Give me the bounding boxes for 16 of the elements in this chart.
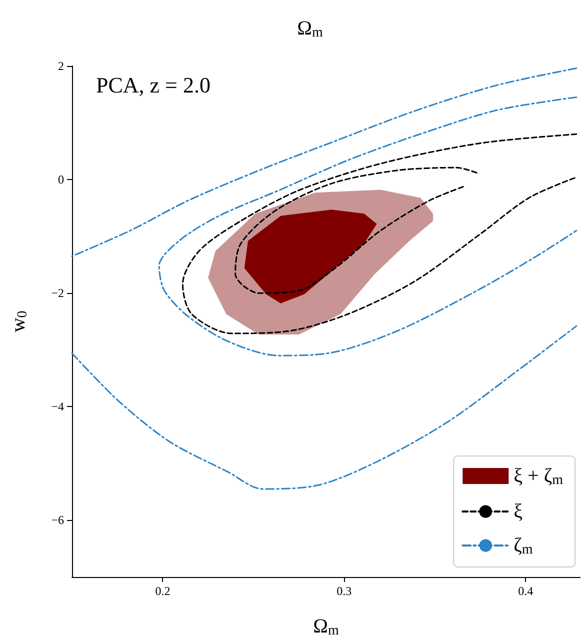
x-tick-label: 0.4 bbox=[518, 584, 534, 598]
x-tick-label: 0.3 bbox=[336, 584, 352, 598]
annotation: PCA, z = 2.0 bbox=[96, 72, 210, 98]
x-tick-label: 0.2 bbox=[155, 584, 170, 598]
line-series bbox=[71, 325, 578, 490]
y-tick-label: 0 bbox=[58, 172, 64, 187]
y-tick-label: −6 bbox=[51, 513, 64, 528]
y-tick-label: 2 bbox=[58, 59, 64, 73]
line-series bbox=[234, 166, 478, 294]
y-axis-title: w0 bbox=[8, 310, 30, 332]
line-series bbox=[182, 133, 578, 334]
legend-label: ξ bbox=[514, 500, 523, 522]
y-tick-label: −2 bbox=[51, 286, 64, 300]
y-tick-label: −4 bbox=[51, 400, 64, 414]
line-series bbox=[71, 68, 578, 257]
line-series bbox=[158, 96, 578, 356]
